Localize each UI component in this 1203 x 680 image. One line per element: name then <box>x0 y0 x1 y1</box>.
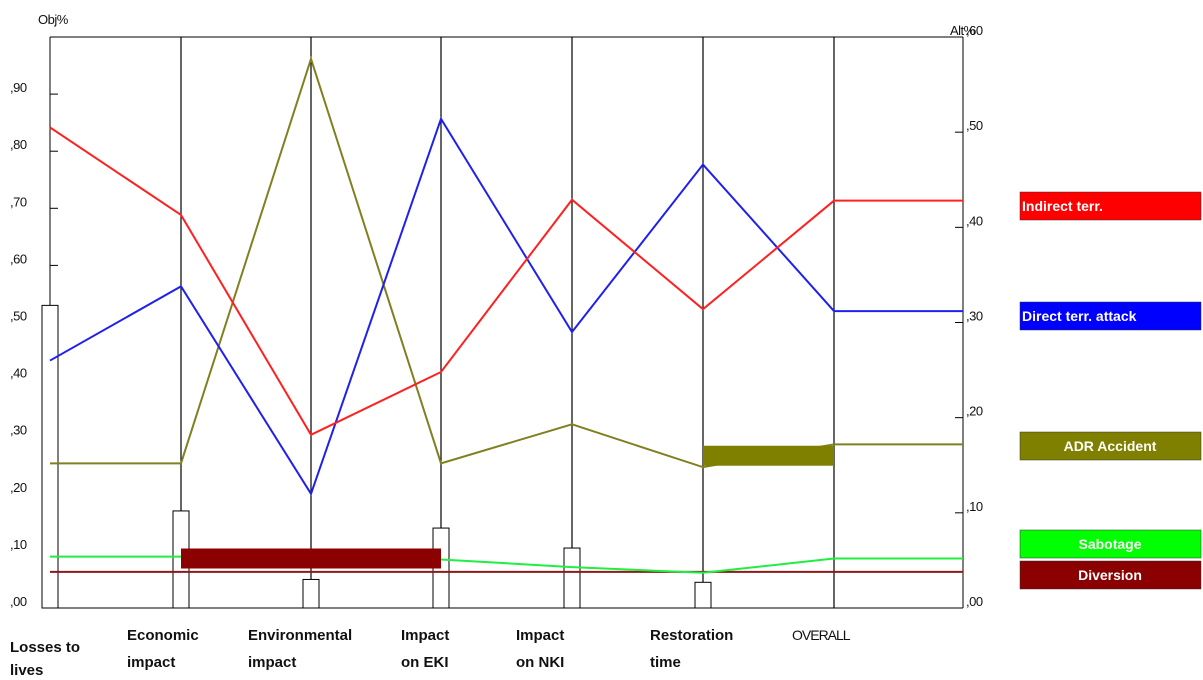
criterion-label: Economic <box>127 627 199 644</box>
legend-label-direct-terr-attack: Direct terr. attack <box>1022 308 1137 324</box>
left-tick-label: ,60 <box>10 251 27 266</box>
criterion-label: Impact <box>516 627 564 644</box>
right-tick-label: ,40 <box>966 213 983 228</box>
highlight-box <box>703 445 834 466</box>
criterion-label-line2: time <box>650 654 681 671</box>
legend-swatch-diversion <box>1019 560 1202 590</box>
legend-swatch-direct-terr-attack <box>1019 301 1202 331</box>
series-line-direct-terr-attack <box>49 116 963 497</box>
right-axis-label: Alt% <box>950 23 976 38</box>
left-tick-label: ,10 <box>10 537 27 552</box>
criterion-label-line2: impact <box>248 654 296 671</box>
right-tick-label: ,60 <box>966 23 983 38</box>
criteria-axes <box>180 37 835 608</box>
legend-label-diversion: Diversion <box>1078 567 1142 583</box>
left-axis-ticks: ,00 ,10 ,20 ,30 ,40 ,50 ,60 ,70 ,80 ,90 <box>10 80 58 609</box>
criterion-label-line2: on EKI <box>401 654 449 671</box>
criterion-label-line2: impact <box>127 654 175 671</box>
legend-label-indirect-terr: Indirect terr. <box>1022 198 1103 214</box>
highlight-boxes <box>181 445 834 569</box>
objective-weight-bar <box>694 581 712 609</box>
right-tick-label: ,30 <box>966 309 983 324</box>
criterion-label: Environmental <box>248 627 352 644</box>
left-tick-label: ,20 <box>10 480 27 495</box>
legend-swatch-adr-accident <box>1019 431 1202 461</box>
objective-weight-bar <box>563 547 581 609</box>
series-line-indirect-terr <box>49 126 963 437</box>
left-tick-label: ,30 <box>10 423 27 438</box>
legend-swatch-indirect-terr <box>1019 191 1202 221</box>
criteria-labels: Losses to lives Economic impact Environmenta… <box>10 627 852 679</box>
highlight-box <box>181 548 441 569</box>
right-tick-label: ,50 <box>966 118 983 133</box>
left-tick-label: ,00 <box>10 594 27 609</box>
objective-weight-bar <box>302 578 320 609</box>
objective-weight-bar <box>41 304 59 609</box>
legend-label-adr-accident: ADR Accident <box>1064 438 1157 454</box>
criterion-label-line2: lives <box>10 662 43 679</box>
criterion-label: Restoration <box>650 627 733 644</box>
right-axis-ticks: ,00 ,10 ,20 ,30 ,40 ,50 ,60 <box>955 23 983 609</box>
right-tick-label: ,10 <box>966 499 983 514</box>
criterion-label: OVERALL <box>792 627 851 643</box>
left-tick-label: ,80 <box>10 137 27 152</box>
criterion-label: Losses to <box>10 639 80 656</box>
left-tick-label: ,70 <box>10 194 27 209</box>
legend-label-sabotage: Sabotage <box>1078 536 1141 552</box>
criterion-label: Impact <box>401 627 449 644</box>
left-tick-label: ,40 <box>10 366 27 381</box>
left-tick-label: ,90 <box>10 80 27 95</box>
legend: Indirect terr. Direct terr. attack ADR Acc… <box>1019 191 1202 590</box>
left-tick-label: ,50 <box>10 309 27 324</box>
criterion-label-line2: on NKI <box>516 654 564 671</box>
left-axis-label: Obj% <box>38 12 69 27</box>
right-tick-label: ,20 <box>966 404 983 419</box>
legend-swatch-sabotage <box>1019 529 1202 559</box>
right-tick-label: ,00 <box>966 594 983 609</box>
objective-weight-bars <box>41 304 712 609</box>
